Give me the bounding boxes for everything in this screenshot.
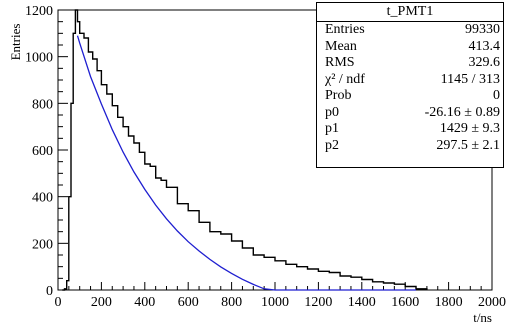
stats-value: -26.16 ± 0.89 <box>424 104 500 120</box>
y-tick-label: 1200 <box>25 4 53 19</box>
y-tick-label: 0 <box>46 284 53 299</box>
stats-label: p1 <box>325 121 339 136</box>
stats-rows: Entries 99330 Mean 413.4 RMS 329.6 χ² / ndf… <box>317 22 503 154</box>
x-tick-label: 800 <box>221 295 242 310</box>
y-tick-label: 200 <box>32 237 53 252</box>
x-tick-label: 2000 <box>478 295 506 310</box>
stats-row-chi2: χ² / ndf 1145 / 313 <box>317 72 503 89</box>
stats-label: χ² / ndf <box>325 71 365 87</box>
stats-value: 99330 <box>465 22 500 37</box>
x-tick-label: 1200 <box>304 295 332 310</box>
stats-value: 297.5 ± 2.1 <box>436 137 500 153</box>
x-tick-label: 1600 <box>391 295 419 310</box>
x-tick-label: 0 <box>55 295 62 310</box>
fit-curve <box>76 35 416 291</box>
stats-label: Entries <box>325 22 365 37</box>
stats-box-title: t_PMT1 <box>317 3 503 22</box>
y-tick-label: 800 <box>32 97 53 112</box>
y-tick-label: 1000 <box>25 51 53 66</box>
stats-box: t_PMT1 Entries 99330 Mean 413.4 RMS 329.6 χ… <box>316 2 504 168</box>
x-axis: 0 200 400 600 800 1000 1200 1400 1600 1800 2000 <box>55 282 506 310</box>
x-tick-label: 200 <box>91 295 112 310</box>
stats-value: 1429 ± 9.3 <box>439 121 500 136</box>
stats-row-mean: Mean 413.4 <box>317 39 503 56</box>
stats-label: Prob <box>325 88 352 103</box>
y-tick-label: 400 <box>32 191 53 206</box>
stats-value: 329.6 <box>468 55 501 70</box>
stats-row-p1: p1 1429 ± 9.3 <box>317 121 503 138</box>
y-axis-label: Entries <box>8 24 23 61</box>
stats-row-p2: p2 297.5 ± 2.1 <box>317 138 503 155</box>
stats-row-p0: p0 -26.16 ± 0.89 <box>317 105 503 122</box>
histogram-line <box>62 9 428 291</box>
x-tick-label: 1400 <box>348 295 376 310</box>
stats-value: 413.4 <box>468 38 501 54</box>
stats-row-entries: Entries 99330 <box>317 22 503 39</box>
stats-value: 1145 / 313 <box>440 71 500 87</box>
stats-label: Mean <box>325 38 357 54</box>
stats-label: RMS <box>325 55 355 70</box>
x-tick-label: 1800 <box>435 295 463 310</box>
x-tick-label: 1000 <box>261 295 289 310</box>
x-tick-label: 400 <box>134 295 155 310</box>
stats-label: p0 <box>325 104 339 120</box>
stats-value: 0 <box>493 88 500 103</box>
x-axis-label: t/ns <box>473 310 492 325</box>
stats-label: p2 <box>325 137 339 153</box>
x-tick-label: 600 <box>178 295 199 310</box>
y-tick-label: 600 <box>32 144 53 159</box>
stats-row-rms: RMS 329.6 <box>317 55 503 72</box>
stats-row-prob: Prob 0 <box>317 88 503 105</box>
y-axis: 0 200 400 600 800 1000 1200 <box>25 4 68 299</box>
